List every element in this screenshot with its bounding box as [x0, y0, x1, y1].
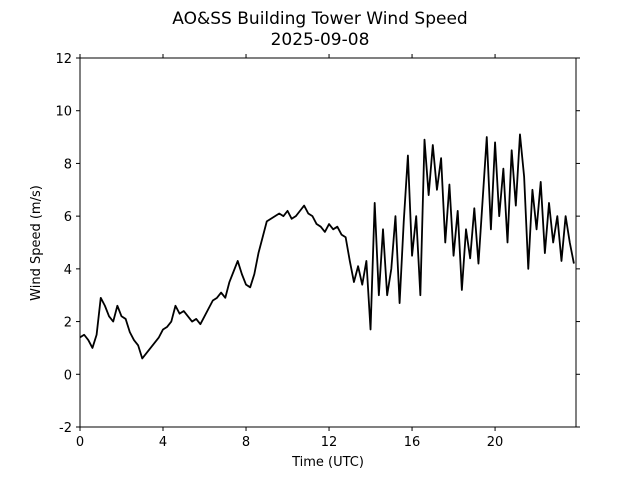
x-tick-label: 8 [242, 435, 250, 450]
x-tick-label: 16 [404, 435, 421, 450]
y-tick-label: 10 [55, 105, 72, 120]
plot-frame [79, 57, 577, 428]
x-tick-label: 12 [321, 435, 338, 450]
data-line [79, 133, 575, 360]
chart-title: AO&SS Building Tower Wind Speed [172, 9, 467, 29]
y-tick-label: 2 [64, 316, 72, 331]
y-tick-label: 4 [64, 263, 72, 278]
x-axis-label: Time (UTC) [291, 455, 364, 470]
chart-subtitle: 2025-09-08 [271, 30, 370, 50]
y-tick-label: 0 [64, 368, 72, 383]
y-axis-label: Wind Speed (m/s) [29, 185, 44, 301]
x-tick-label: 4 [159, 435, 167, 450]
x-tick-label: 0 [76, 435, 84, 450]
y-tick-label: 6 [64, 210, 72, 225]
x-tick-label: 20 [487, 435, 504, 450]
y-tick-label: -2 [59, 421, 72, 436]
y-tick-label: 8 [64, 157, 72, 172]
y-tick-label: 12 [55, 52, 72, 67]
